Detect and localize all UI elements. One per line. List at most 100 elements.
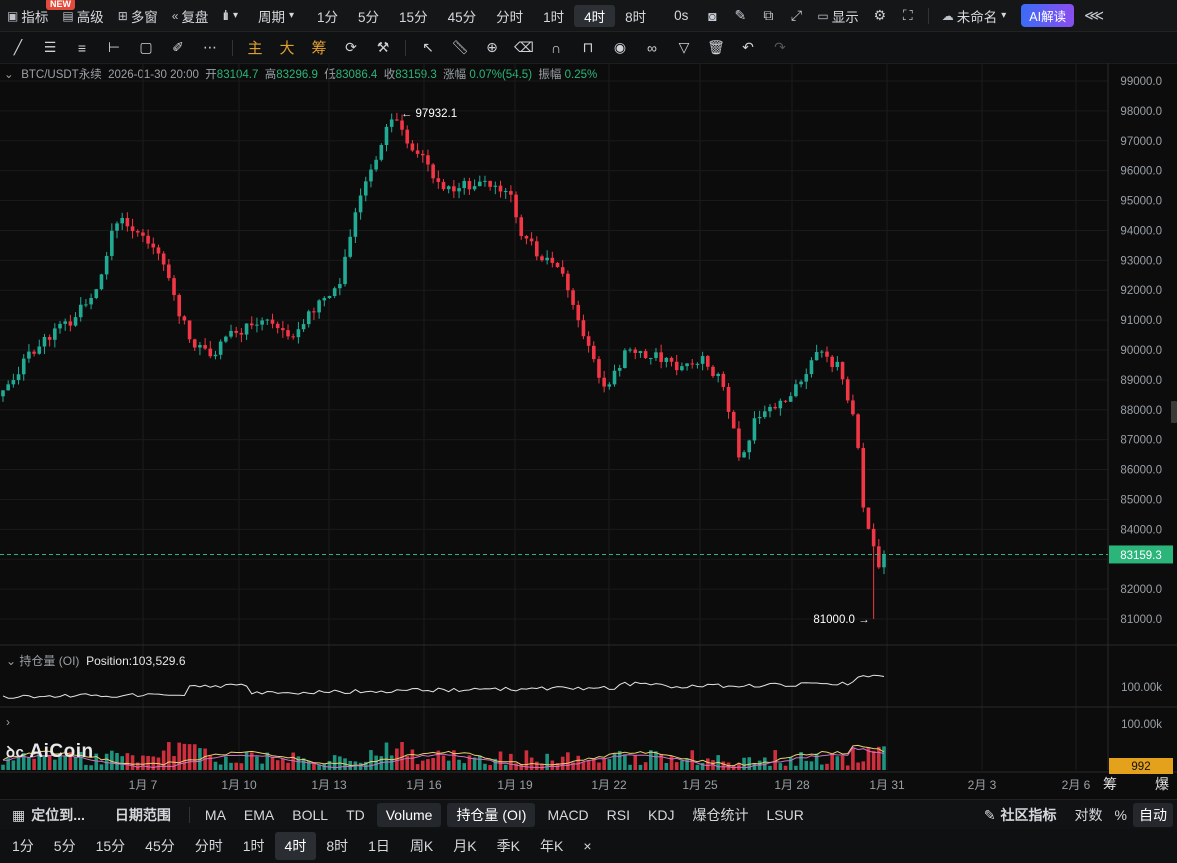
date-range-button[interactable]: 日期范围 bbox=[114, 807, 171, 823]
multi-window-button[interactable]: ⊞ 多窗 bbox=[111, 0, 165, 31]
volume-bar bbox=[47, 754, 52, 770]
bottom-interval-tab[interactable]: 年K bbox=[539, 838, 564, 854]
measure-icon[interactable]: ⚒ bbox=[376, 39, 390, 55]
eraser-icon[interactable]: ⌫ bbox=[514, 39, 534, 55]
candle-body bbox=[731, 411, 736, 429]
price-chart[interactable]: 1月 7 1月 10 1月 13 1月 16 1月 19 1月 22 1月 25 1月 28 1… bbox=[0, 63, 1177, 799]
ai-read-button[interactable]: AI解读 bbox=[1021, 4, 1075, 27]
bottom-interval-tab[interactable]: 8时 bbox=[326, 838, 349, 854]
candle-body bbox=[830, 356, 834, 368]
parallel-lines-icon[interactable]: ☰ bbox=[43, 39, 57, 55]
interval-tab[interactable]: 45分 bbox=[447, 9, 477, 25]
trash-icon[interactable]: 🗑︎ bbox=[707, 39, 725, 55]
magnet-icon[interactable]: ∩ bbox=[550, 39, 562, 56]
interval-tab[interactable]: 5分 bbox=[358, 9, 380, 25]
volume-bar bbox=[591, 758, 596, 770]
chart-type-button[interactable]: ılı ▾ bbox=[215, 0, 245, 31]
share-icon[interactable]: ⋘ bbox=[1084, 7, 1105, 23]
volume-collapse[interactable]: › bbox=[6, 715, 10, 729]
volume-bar bbox=[472, 757, 477, 770]
trend-line-icon[interactable]: ╱ bbox=[13, 39, 23, 55]
collapse-icon[interactable]: ⌄ bbox=[6, 654, 17, 668]
indicator-toggle[interactable]: LSUR bbox=[766, 807, 804, 823]
volume-bar bbox=[187, 744, 192, 770]
period-dropdown[interactable]: 周期 ▾ bbox=[251, 0, 301, 31]
indicator-toggle[interactable]: MACD bbox=[547, 807, 589, 823]
bottom-interval-tab[interactable]: 周K bbox=[409, 838, 434, 854]
bottom-interval-tab[interactable]: 季K bbox=[496, 838, 520, 854]
indicator-toggle[interactable]: 持仓量 (OI) bbox=[447, 803, 536, 827]
redo-icon[interactable]: ↷ bbox=[774, 39, 786, 55]
volume-bar bbox=[306, 760, 311, 770]
volume-bar bbox=[21, 752, 26, 770]
interval-tab[interactable]: 8时 bbox=[625, 9, 647, 25]
bottom-interval-tab[interactable]: 1分 bbox=[12, 838, 34, 854]
expand-icon[interactable]: ⛶ bbox=[902, 7, 913, 23]
brush-icon[interactable]: ✐ bbox=[172, 39, 184, 55]
chip-button[interactable]: 筹 bbox=[311, 40, 327, 57]
rectangle-icon[interactable]: ▢ bbox=[139, 39, 153, 55]
interval-tab[interactable]: 4时 bbox=[574, 4, 616, 27]
undo-icon[interactable]: ↶ bbox=[742, 39, 754, 55]
close-icon[interactable]: × bbox=[583, 838, 592, 854]
bottom-interval-tab[interactable]: 1日 bbox=[368, 838, 390, 854]
more-dots-icon[interactable]: ⋯ bbox=[203, 39, 217, 55]
bottom-interval-tab[interactable]: 分时 bbox=[194, 838, 223, 854]
high-label: 高 bbox=[264, 69, 277, 81]
volume-bar bbox=[426, 759, 430, 770]
camera-icon[interactable]: ◙ bbox=[708, 7, 717, 24]
sync-icon[interactable]: ⟳ bbox=[345, 39, 357, 55]
countdown-label[interactable]: 0s bbox=[674, 8, 689, 23]
interval-tab[interactable]: 1分 bbox=[317, 9, 339, 25]
layout-name-dropdown[interactable]: ☁ 未命名 ▾ bbox=[935, 0, 1014, 31]
candle-body bbox=[84, 304, 88, 306]
lock-icon[interactable]: ⊓ bbox=[582, 39, 594, 55]
display-button[interactable]: ▭ 显示 bbox=[810, 0, 865, 31]
zoom-in-icon[interactable]: ⊕ bbox=[486, 39, 498, 55]
community-indicator-button[interactable]: ✎ 社区指标 bbox=[972, 800, 1069, 830]
right-scroll-handle[interactable] bbox=[1171, 401, 1177, 423]
logo-mark-icon: ꝺc bbox=[6, 744, 25, 761]
horizontal-line-icon[interactable]: ⊢ bbox=[107, 39, 121, 55]
bottom-interval-tab[interactable]: 月K bbox=[453, 838, 477, 854]
indicator-button[interactable]: ▣ 指标 NEW bbox=[0, 0, 75, 31]
auto-scale-button[interactable]: 自动 bbox=[1133, 803, 1173, 827]
main-force-button[interactable]: 主 bbox=[247, 40, 263, 57]
indicator-toggle[interactable]: Volume bbox=[376, 803, 442, 827]
popout-icon[interactable]: ⧉ bbox=[763, 7, 774, 23]
indicator-toggle[interactable]: BOLL bbox=[292, 807, 329, 823]
indicator-toggle[interactable]: KDJ bbox=[648, 807, 675, 823]
interval-tab[interactable]: 分时 bbox=[496, 9, 524, 25]
cursor-icon[interactable]: ↖ bbox=[422, 39, 434, 55]
indicator-toggle[interactable]: EMA bbox=[243, 807, 275, 823]
percent-scale-button[interactable]: % bbox=[1114, 807, 1127, 823]
bottom-interval-tab[interactable]: 45分 bbox=[145, 838, 175, 854]
volume-value: 992 bbox=[1131, 761, 1150, 773]
bottom-interval-tab[interactable]: 5分 bbox=[53, 838, 76, 854]
big-order-button[interactable]: 大 bbox=[279, 40, 295, 57]
filter-icon[interactable]: ▽ bbox=[678, 39, 690, 55]
log-scale-button[interactable]: 对数 bbox=[1074, 807, 1103, 823]
bottom-interval-tab[interactable]: 15分 bbox=[95, 838, 126, 854]
collapse-icon[interactable]: ⌄ bbox=[4, 69, 14, 81]
candle-body bbox=[814, 352, 819, 361]
ruler-icon[interactable]: 📏︎ bbox=[451, 39, 469, 55]
interval-tab[interactable]: 15分 bbox=[399, 9, 428, 25]
bottom-interval-tab[interactable]: 4时 bbox=[274, 832, 317, 860]
edit-icon[interactable]: ✎ bbox=[734, 7, 747, 23]
indicator-toggle[interactable]: RSI bbox=[606, 807, 631, 823]
bottom-interval-tab[interactable]: 1时 bbox=[242, 838, 265, 854]
indicator-toggle[interactable]: MA bbox=[204, 807, 226, 823]
indicator-toggle[interactable]: 爆仓统计 bbox=[692, 807, 749, 823]
gear-icon[interactable]: ⚙ bbox=[873, 7, 887, 23]
advanced-button[interactable]: ▤ 高级 bbox=[55, 0, 110, 31]
indicator-toggle[interactable]: TD bbox=[346, 807, 365, 823]
link-icon[interactable]: ∞ bbox=[647, 39, 657, 56]
candle-body bbox=[674, 361, 679, 371]
replay-button[interactable]: « 复盘 bbox=[165, 0, 216, 31]
interval-tab[interactable]: 1时 bbox=[543, 9, 565, 25]
hide-eye-icon[interactable]: ◉ bbox=[613, 39, 627, 55]
fib-lines-icon[interactable]: ≡ bbox=[77, 39, 87, 56]
locate-button[interactable]: ▦ 定位到... bbox=[0, 800, 97, 830]
fullscreen-window-icon[interactable]: ⤢ bbox=[790, 7, 803, 23]
